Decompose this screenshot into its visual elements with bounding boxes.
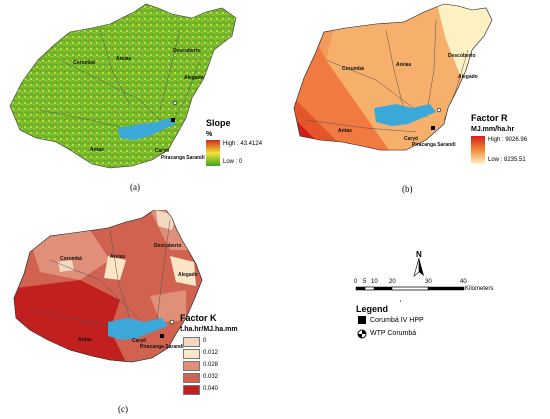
k-zone-0012 — [170, 256, 196, 286]
k-zone-0028 — [30, 230, 110, 280]
scale-unit: Kilometers — [465, 286, 494, 292]
legend-title: Slope — [206, 118, 231, 128]
r-color-ramp — [471, 136, 485, 164]
legend-unit: t.ha.hr/MJ.ha.mm — [180, 326, 238, 333]
legend-unit: MJ.mm/ha.hr — [471, 126, 515, 133]
k-class-swatch — [183, 337, 200, 347]
place-label: Corumbá — [73, 60, 95, 66]
place-label: Caryó — [132, 338, 147, 344]
factor-k-map — [13, 210, 203, 363]
legend-high: High : 9026.96 — [488, 137, 528, 143]
place-label: Alegado — [184, 75, 204, 81]
r-reservoir — [374, 104, 436, 126]
place-label: Caryó — [404, 136, 419, 142]
caption-a: (a) — [130, 182, 140, 192]
legend-title: Legend — [356, 304, 389, 314]
scale-tick: 0 — [354, 279, 358, 285]
scale-tick: 10 — [371, 279, 378, 285]
scale-tick: 20 — [389, 279, 396, 285]
place-label: Descoberto — [154, 243, 182, 249]
slope-basin — [9, 3, 237, 169]
wtp-marker — [169, 319, 175, 325]
place-label: Corumbá — [60, 256, 82, 262]
place-label: Antas — [78, 337, 92, 343]
legend-item-wtp: WTP Corumbá — [370, 330, 417, 337]
zone-mid-low — [326, 4, 476, 150]
scale-north — [355, 257, 465, 339]
k-zone-0028 — [150, 290, 186, 322]
place-label: Alegado — [458, 74, 478, 80]
place-label: Piracanga Sarandi — [140, 344, 184, 350]
hpp-marker — [171, 118, 175, 122]
k-zone-0012 — [104, 256, 126, 280]
legend-item-hpp: Corumbá IV HPP — [370, 317, 424, 324]
k-zone-0 — [58, 260, 74, 272]
scale-tick: 30 — [425, 279, 432, 285]
legend-low: Low : 8235.51 — [488, 157, 526, 163]
north-arrow-icon — [413, 257, 424, 277]
k-class-swatch — [183, 349, 200, 359]
hpp-marker — [431, 126, 435, 130]
place-label: Descoberto — [448, 53, 476, 59]
caption-c: (c) — [118, 404, 128, 414]
place-label: Descoberto — [173, 48, 201, 54]
k-reservoir — [108, 318, 168, 340]
k-class-swatch — [183, 361, 200, 371]
map-legend-area: N 0 5 10 20 30 40 Kilometers Legend Coru… — [276, 210, 550, 419]
place-label: Piracanga Sarandi — [161, 155, 205, 161]
black-square-icon — [358, 316, 366, 324]
factor-r-map — [293, 3, 493, 151]
slope-map — [9, 3, 237, 169]
place-label: Corumbá — [342, 66, 364, 72]
legend-symbols — [357, 316, 367, 339]
slope-color-ramp — [206, 140, 220, 166]
place-label: Piracanga Sarandi — [412, 142, 456, 148]
caption-b: (b) — [402, 184, 413, 194]
circle-cross-icon — [357, 329, 367, 339]
place-label: Caryó — [155, 148, 170, 154]
k-class-swatch — [183, 373, 200, 383]
wtp-marker — [172, 100, 178, 106]
scale-tick: 5 — [363, 279, 367, 285]
k-class-label: 0.028 — [203, 362, 219, 368]
legend-title: Factor R — [471, 113, 508, 123]
place-label: Antas — [338, 128, 352, 134]
wtp-marker — [436, 107, 442, 113]
place-label: Areias — [110, 254, 126, 260]
scale-tick: 40 — [460, 279, 467, 285]
legend-title: Factor K — [180, 313, 217, 323]
legend-unit: % — [206, 131, 213, 138]
k-class-swatch — [183, 385, 200, 395]
k-class-label: 0 — [203, 338, 207, 344]
k-class-label: 0.012 — [203, 350, 219, 356]
panel-b: Corumbá Areias Descoberto Alegado Antas … — [276, 0, 550, 210]
k-class-label: 0.040 — [203, 386, 219, 392]
panel-a: Corumbá Areias Descoberto Alegado Antas … — [0, 0, 275, 210]
place-label: Areias — [116, 56, 132, 62]
north-label: N — [416, 250, 422, 259]
panel-c: Corumbá Areias Descoberto Alegado Antas … — [0, 210, 275, 419]
k-class-label: 0.032 — [203, 374, 219, 380]
place-label: Alegado — [178, 272, 198, 278]
legend-high: High : 43.4124 — [223, 141, 263, 147]
place-label: Areias — [396, 62, 412, 68]
hpp-marker — [160, 334, 164, 338]
place-label: Antas — [90, 147, 104, 153]
slope-reservoir — [118, 118, 176, 140]
scale-bar — [355, 286, 465, 302]
legend-low: Low : 0 — [223, 159, 243, 165]
